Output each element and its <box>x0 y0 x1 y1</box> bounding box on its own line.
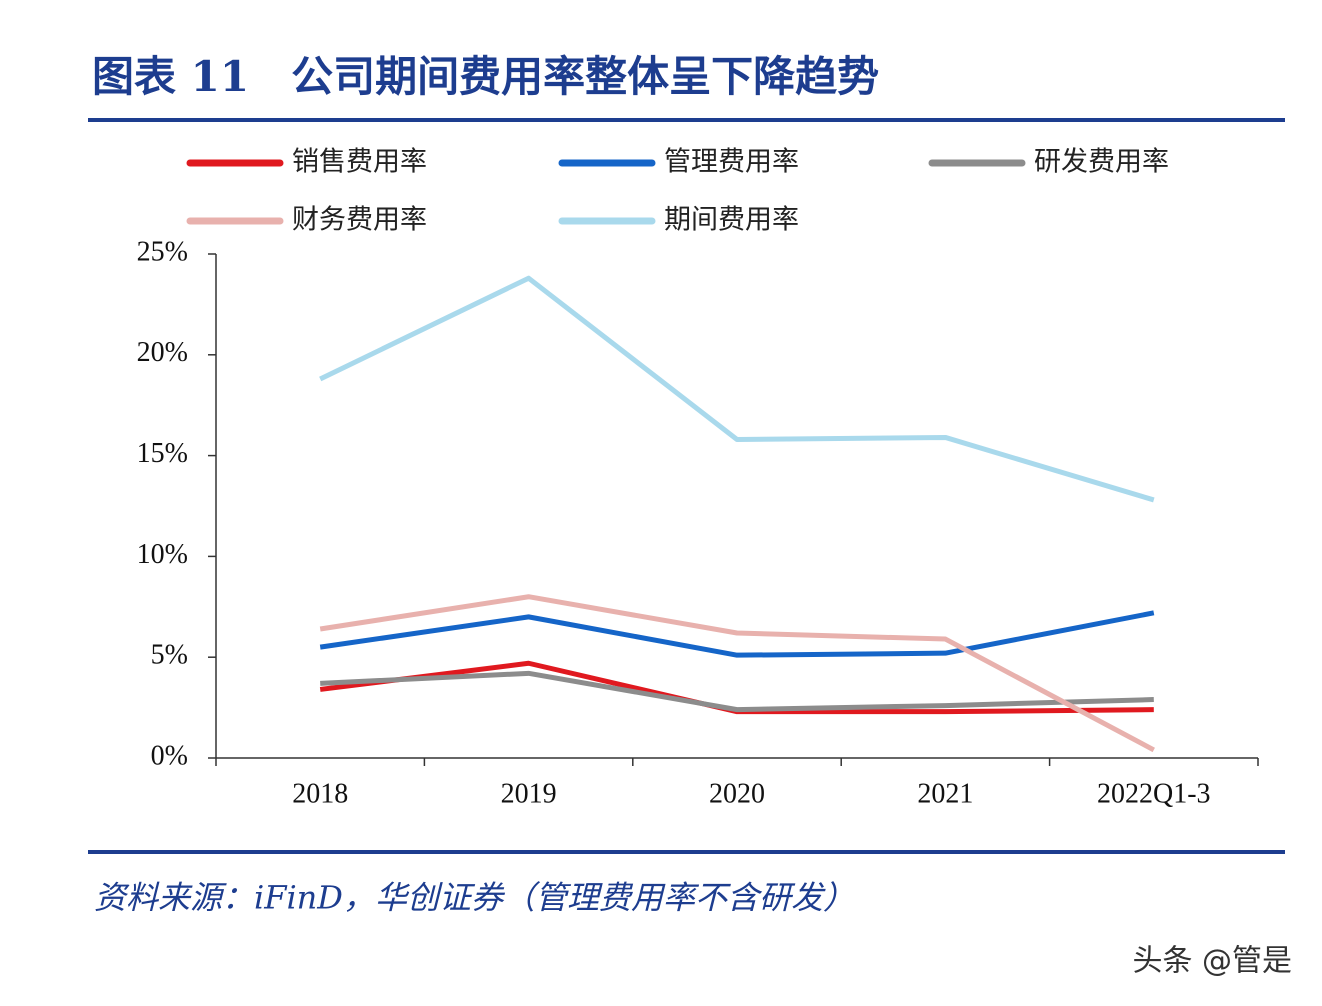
source: 资料来源：iFinD，华创证券（管理费用率不含研发） <box>94 879 855 917</box>
rule-bottom <box>88 850 1285 854</box>
rule-top <box>88 118 1285 122</box>
x-tick-label: 2021 <box>917 778 973 809</box>
x-tick-label: 2022Q1-3 <box>1097 778 1211 809</box>
y-tick-label: 5% <box>151 640 188 671</box>
series-line <box>319 610 1155 658</box>
y-tick-label: 0% <box>151 740 188 771</box>
x-tick-label: 2019 <box>501 778 557 809</box>
chart-title: 图表 11 公司期间费用率整体呈下降趋势 <box>92 52 879 101</box>
legend-label: 研发费用率 <box>1034 147 1169 178</box>
legend-label: 销售费用率 <box>292 147 427 178</box>
series-line <box>319 275 1155 503</box>
y-tick-label: 25% <box>137 236 188 267</box>
y-tick-label: 20% <box>137 337 188 368</box>
legend-label: 管理费用率 <box>664 147 799 178</box>
x-tick-label: 2018 <box>292 778 348 809</box>
x-tick-label: 2020 <box>709 778 765 809</box>
legend-label: 财务费用率 <box>292 205 427 236</box>
legend-label: 期间费用率 <box>664 205 799 236</box>
series-line <box>319 594 1155 753</box>
series-line <box>320 670 1154 713</box>
watermark: 头条 @管是 <box>1132 944 1292 979</box>
y-tick-label: 15% <box>137 438 188 469</box>
y-tick-label: 10% <box>137 539 188 570</box>
